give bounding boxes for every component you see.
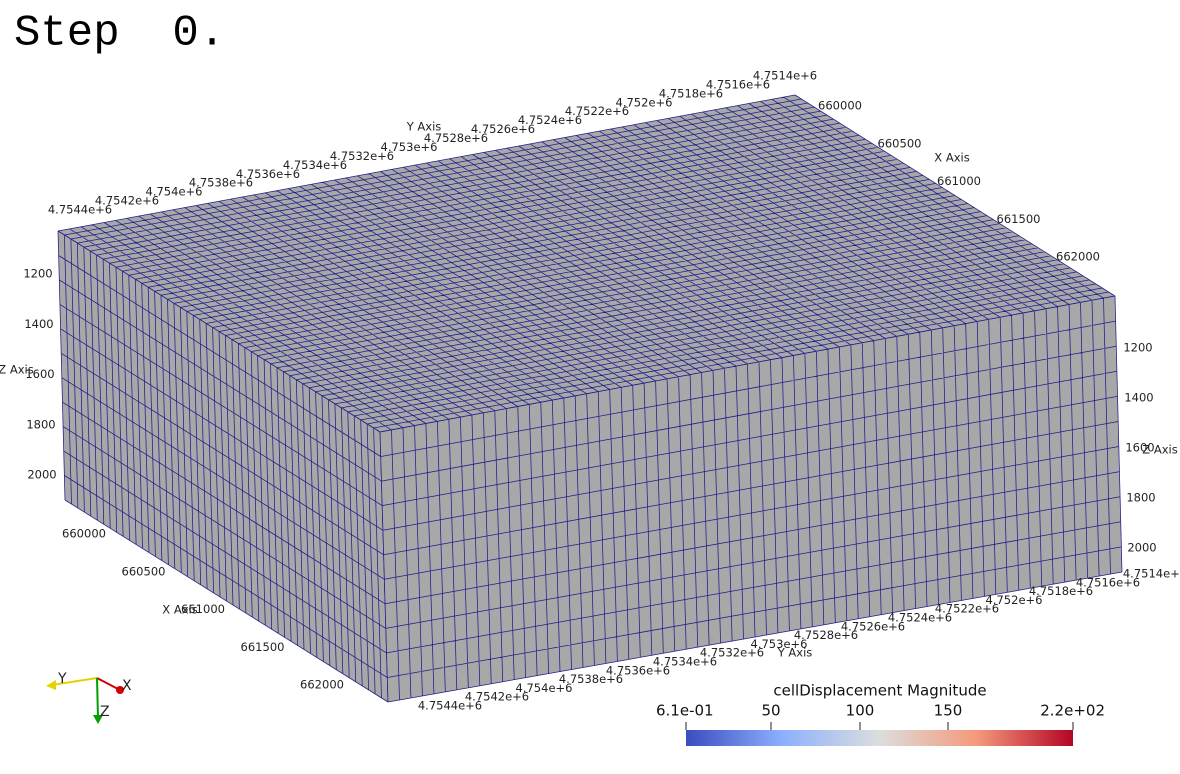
tick-label: 4.7516e+6	[706, 77, 770, 91]
color-bar	[686, 730, 1073, 746]
tick-label: 661000	[181, 602, 225, 616]
z-label: Z	[100, 704, 110, 720]
tick-label: 4.7532e+6	[330, 149, 394, 163]
color-bar-label: 100	[846, 702, 875, 720]
tick-label: 4.7544e+6	[48, 203, 112, 217]
tick-label: 4.754e+6	[516, 681, 573, 695]
mesh-lines	[57, 230, 389, 703]
tick-label: 662000	[1056, 250, 1100, 264]
orientation-axes: Y X Z	[46, 671, 132, 724]
tick-label: 4.7544e+6	[418, 699, 482, 713]
tick-label: 4.7514e+6	[1123, 567, 1180, 581]
tick-label: 1200	[23, 267, 52, 281]
tick-label: 4.7524e+6	[888, 611, 952, 625]
tick-label: 1600	[1125, 441, 1154, 455]
color-bar-title: cellDisplacement Magnitude	[773, 682, 986, 700]
mesh	[57, 94, 1123, 703]
tick-label: 661500	[997, 212, 1041, 226]
tick-label: 662000	[300, 678, 344, 692]
tick-label: 4.752e+6	[616, 95, 673, 109]
y-label: Y	[57, 671, 67, 687]
x-arrow-head	[116, 686, 124, 694]
tick-label: 4.7536e+6	[236, 167, 300, 181]
axis-labels: 4.7544e+64.7542e+64.754e+64.7538e+64.753…	[0, 69, 1180, 713]
tick-label: 660000	[818, 99, 862, 113]
axis-title: X Axis	[934, 151, 969, 165]
tick-label: 4.7532e+6	[700, 646, 764, 660]
axis-title: X Axis	[162, 603, 197, 617]
tick-label: 4.7542e+6	[465, 690, 529, 704]
axis-title: Z Axis	[1142, 443, 1177, 457]
tick-label: 4.7514e+6	[753, 69, 817, 83]
tick-label: 661000	[937, 174, 981, 188]
tick-label: 660500	[122, 564, 166, 578]
tick-label: 4.753e+6	[751, 637, 808, 651]
axis-title: Y Axis	[406, 120, 442, 134]
tick-label: 1200	[1123, 341, 1152, 355]
tick-label: 1600	[25, 367, 54, 381]
tick-label: 4.7526e+6	[841, 619, 905, 633]
tick-label: 4.7536e+6	[606, 663, 670, 677]
tick-label: 660000	[62, 527, 106, 541]
tick-label: 4.753e+6	[381, 140, 438, 154]
tick-label: 2000	[27, 468, 56, 482]
tick-label: 661500	[241, 640, 285, 654]
color-bar-label: 6.1e-01	[656, 702, 714, 720]
tick-label: 4.7528e+6	[424, 131, 488, 145]
x-label: X	[122, 678, 132, 694]
tick-label: 4.7522e+6	[935, 602, 999, 616]
tick-label: 4.7538e+6	[559, 672, 623, 686]
x-axis-arrow	[96, 677, 119, 690]
y-arrow-head	[46, 680, 56, 690]
tick-label: 4.7534e+6	[283, 158, 347, 172]
tick-label: 4.7526e+6	[471, 122, 535, 136]
tick-label: 4.7534e+6	[653, 655, 717, 669]
tick-label: 4.7524e+6	[518, 113, 582, 127]
tick-label: 4.7518e+6	[659, 86, 723, 100]
color-bar-label: 2.2e+02	[1040, 702, 1105, 720]
tick-label: 660500	[878, 136, 922, 150]
mesh-lines	[379, 295, 1123, 703]
axis-title: Z Axis	[0, 363, 34, 377]
tick-label: 4.754e+6	[146, 185, 203, 199]
tick-label: 4.752e+6	[986, 593, 1043, 607]
tick-label: 1800	[26, 417, 55, 431]
tick-label: 1400	[24, 317, 53, 331]
y-axis-arrow	[51, 677, 98, 686]
step-title: Step 0.	[14, 9, 225, 59]
color-bar-label: 150	[934, 702, 963, 720]
color-bar-label: 50	[761, 702, 780, 720]
tick-label: 4.7542e+6	[95, 194, 159, 208]
tick-label: 4.7528e+6	[794, 628, 858, 642]
axis-title: Y Axis	[777, 646, 813, 660]
tick-label: 1400	[1124, 391, 1153, 405]
tick-label: 4.7518e+6	[1029, 584, 1093, 598]
tick-label: 2000	[1127, 541, 1156, 555]
z-arrow-head	[93, 715, 103, 724]
tick-label: 4.7516e+6	[1076, 575, 1140, 589]
tick-label: 4.7538e+6	[189, 176, 253, 190]
z-axis-arrow	[96, 677, 99, 719]
tick-label: 1800	[1126, 491, 1155, 505]
tick-label: 4.7522e+6	[565, 104, 629, 118]
